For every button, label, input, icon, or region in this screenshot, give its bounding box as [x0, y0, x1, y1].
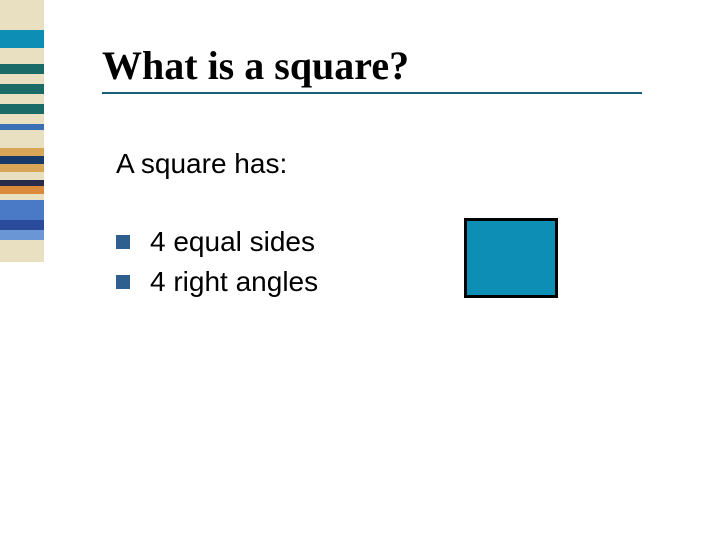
sidebar-band — [0, 84, 44, 94]
slide-subtitle: A square has: — [116, 148, 287, 180]
list-item: 4 equal sides — [116, 226, 318, 258]
sidebar-band — [0, 148, 44, 156]
sidebar-band — [0, 186, 44, 194]
sidebar-band — [0, 130, 44, 148]
square-illustration — [464, 218, 558, 298]
sidebar-band — [0, 240, 44, 262]
bullet-square-icon — [116, 275, 130, 289]
sidebar-band — [0, 230, 44, 240]
sidebar-band — [0, 220, 44, 230]
sidebar-band — [0, 94, 44, 104]
sidebar-band — [0, 0, 44, 30]
bullet-text: 4 equal sides — [150, 226, 315, 258]
sidebar-band — [0, 104, 44, 114]
bullet-text: 4 right angles — [150, 266, 318, 298]
sidebar-band — [0, 30, 44, 48]
sidebar-band — [0, 164, 44, 172]
slide-title: What is a square? — [102, 42, 409, 89]
sidebar-band — [0, 64, 44, 74]
decorative-sidebar — [0, 0, 44, 262]
bullet-list: 4 equal sides 4 right angles — [116, 226, 318, 306]
sidebar-band — [0, 74, 44, 84]
title-underline — [102, 92, 642, 94]
sidebar-band — [0, 200, 44, 220]
sidebar-band — [0, 156, 44, 164]
sidebar-band — [0, 114, 44, 124]
bullet-square-icon — [116, 235, 130, 249]
sidebar-band — [0, 172, 44, 180]
sidebar-band — [0, 48, 44, 64]
list-item: 4 right angles — [116, 266, 318, 298]
